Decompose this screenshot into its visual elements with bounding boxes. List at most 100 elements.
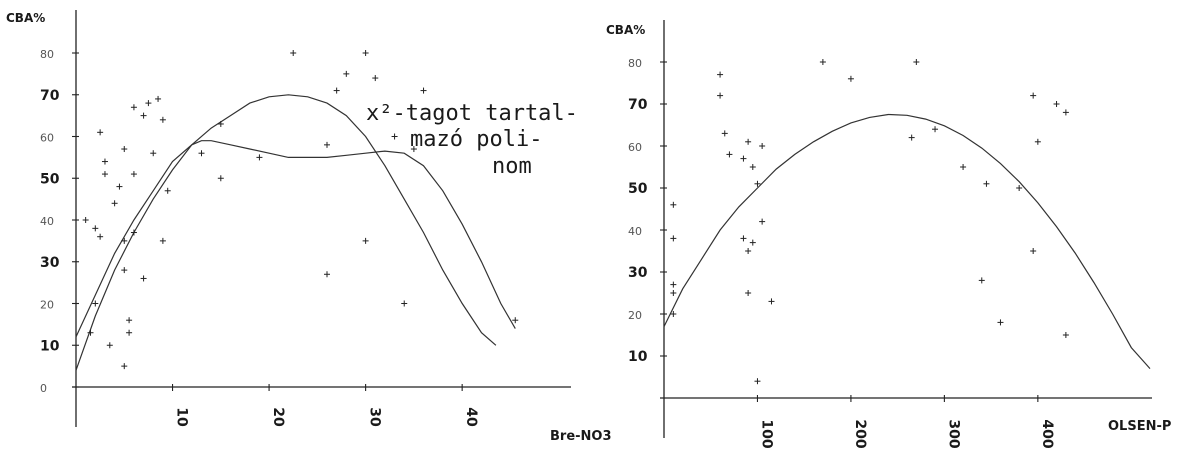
y-tick-label: 20: [628, 309, 642, 322]
data-point: [1053, 101, 1060, 107]
data-point: [87, 329, 94, 336]
data-point: [749, 239, 756, 246]
data-point: [1016, 185, 1023, 191]
data-point: [130, 229, 137, 236]
x-tick-label: 200: [852, 419, 868, 448]
data-point: [908, 134, 915, 141]
data-point: [717, 71, 724, 78]
y-tick-label: 50: [628, 181, 648, 197]
data-point: [1034, 138, 1041, 145]
data-point: [217, 120, 224, 127]
data-point: [121, 363, 128, 370]
data-point: [740, 155, 747, 162]
data-point: [1030, 92, 1037, 99]
chart-right: CBA% OLSEN-P 10 20 30 40 50 60 70 80 100 200 300 400: [606, 20, 1171, 449]
data-point: [410, 146, 417, 153]
data-point: [121, 146, 128, 153]
y-tick-label: 40: [628, 225, 642, 238]
data-point: [745, 248, 752, 254]
data-point: [670, 311, 677, 317]
data-point: [717, 92, 724, 99]
y-tick-label: 70: [628, 97, 648, 113]
data-point: [1030, 248, 1037, 254]
data-point: [670, 281, 677, 288]
data-point: [670, 290, 677, 296]
y-tick-label: 30: [628, 265, 648, 281]
y-axis-label: CBA%: [6, 11, 45, 25]
x-tick-label: 40: [463, 407, 479, 427]
x-tick-label: 10: [174, 407, 190, 427]
data-point: [140, 112, 147, 119]
x-tick-label: 30: [367, 407, 383, 427]
x-axis-label: Bre-NO3: [550, 429, 612, 444]
data-point: [333, 87, 340, 94]
data-point: [217, 175, 224, 182]
data-point: [343, 70, 350, 77]
data-point: [978, 277, 985, 284]
y-tick-label: 60: [40, 132, 54, 145]
data-point: [512, 317, 519, 324]
y-tick-label: 10: [628, 349, 648, 365]
data-point: [749, 164, 756, 170]
data-point: [145, 100, 152, 107]
data-point: [155, 95, 162, 102]
data-point: [159, 116, 166, 123]
data-point: [101, 158, 108, 165]
data-point: [97, 233, 104, 240]
data-point: [1062, 109, 1069, 116]
data-point: [670, 201, 677, 208]
y-tick-label: 80: [628, 57, 642, 70]
data-point: [126, 329, 133, 336]
data-point: [140, 275, 147, 282]
data-point: [420, 87, 427, 94]
data-point: [754, 180, 761, 187]
data-point: [159, 237, 166, 244]
data-point: [768, 298, 775, 305]
data-point: [913, 59, 920, 65]
data-point: [121, 237, 128, 244]
data-point: [106, 342, 113, 349]
annotation-line-2: mazó poli-: [410, 127, 542, 152]
data-point: [740, 235, 747, 242]
y-tick-label: 40: [40, 215, 54, 228]
y-tick-label: 10: [40, 338, 60, 354]
data-point: [198, 150, 205, 157]
data-point: [126, 317, 133, 324]
x-tick-label: 300: [945, 419, 961, 448]
data-point: [754, 378, 761, 385]
data-point: [130, 104, 137, 111]
data-point: [983, 180, 990, 187]
data-point: [1062, 332, 1069, 338]
x-axis-label: OLSEN-P: [1108, 419, 1171, 434]
data-point: [256, 154, 263, 161]
y-tick-label: 70: [40, 88, 60, 104]
data-point: [847, 75, 854, 82]
data-point: [97, 129, 104, 136]
annotation-line-3: nom: [492, 154, 532, 179]
x-tick-label: 20: [270, 407, 286, 427]
data-point: [960, 164, 967, 170]
data-point: [362, 237, 369, 244]
data-point: [759, 143, 766, 149]
data-point: [401, 300, 408, 307]
data-point: [721, 130, 728, 137]
data-point: [745, 290, 752, 296]
x-tick-label: 400: [1039, 419, 1055, 448]
y-tick-label: 20: [40, 299, 54, 312]
data-point: [121, 267, 128, 274]
data-point: [372, 75, 379, 82]
data-point: [82, 217, 89, 223]
y-tick-label: 0: [40, 382, 47, 395]
data-point: [362, 50, 369, 56]
data-point: [932, 126, 939, 133]
data-point: [745, 138, 752, 145]
x-tick-label: 100: [758, 419, 774, 448]
data-point: [92, 225, 99, 232]
data-point: [116, 183, 123, 190]
data-point: [130, 171, 137, 178]
fit-curve-2: [75, 140, 516, 338]
data-point: [150, 150, 157, 157]
y-tick-label: 80: [40, 48, 54, 61]
